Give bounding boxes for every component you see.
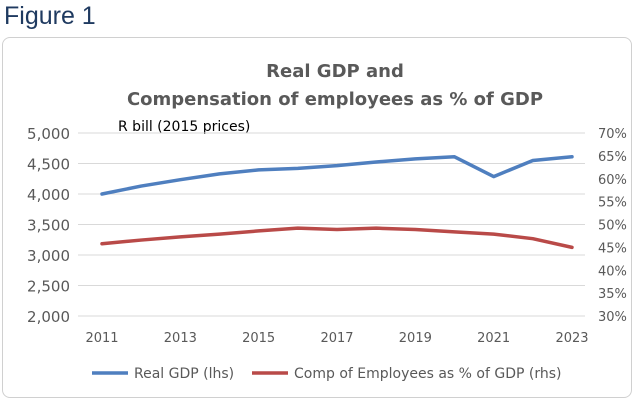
x-tick: 2013 [164,331,197,346]
y-right-tick: 35% [598,287,627,302]
x-tick: 2011 [85,331,118,346]
x-tick: 2017 [320,331,353,346]
y-right-tick: 55% [598,196,627,211]
y-left-tick: 4,000 [27,186,70,204]
chart-card [2,37,632,398]
x-tick: 2023 [555,331,588,346]
x-tick: 2015 [242,331,275,346]
series-line-0 [100,155,574,196]
y-right-tick: 50% [598,219,627,234]
legend-label-0: Real GDP (lhs) [134,366,234,382]
x-tick: 2019 [399,331,432,346]
y-left-tick: 3,000 [27,247,70,265]
y-left-tick: 3,500 [27,217,70,235]
y-right-tick: 65% [598,150,627,165]
y-left-tick: 4,500 [27,156,70,174]
y-right-tick: 70% [598,127,627,142]
chart-title-line-2: Compensation of employees as % of GDP [127,89,543,110]
figure-label: Figure 1 [4,2,96,30]
y-right-tick: 60% [598,173,627,188]
y-right-tick: 30% [598,310,627,325]
y-left-tick: 5,000 [27,125,70,143]
y-left-tick: 2,000 [27,308,70,326]
left-axis-label: R bill (2015 prices) [118,119,250,135]
y-left-tick: 2,500 [27,278,70,296]
series-line-1 [100,226,574,250]
chart-title-line-1: Real GDP and [266,61,404,82]
y-right-tick: 40% [598,264,627,279]
x-tick: 2021 [477,331,510,346]
y-right-tick: 45% [598,241,627,256]
legend-label-1: Comp of Employees as % of GDP (rhs) [294,366,561,382]
